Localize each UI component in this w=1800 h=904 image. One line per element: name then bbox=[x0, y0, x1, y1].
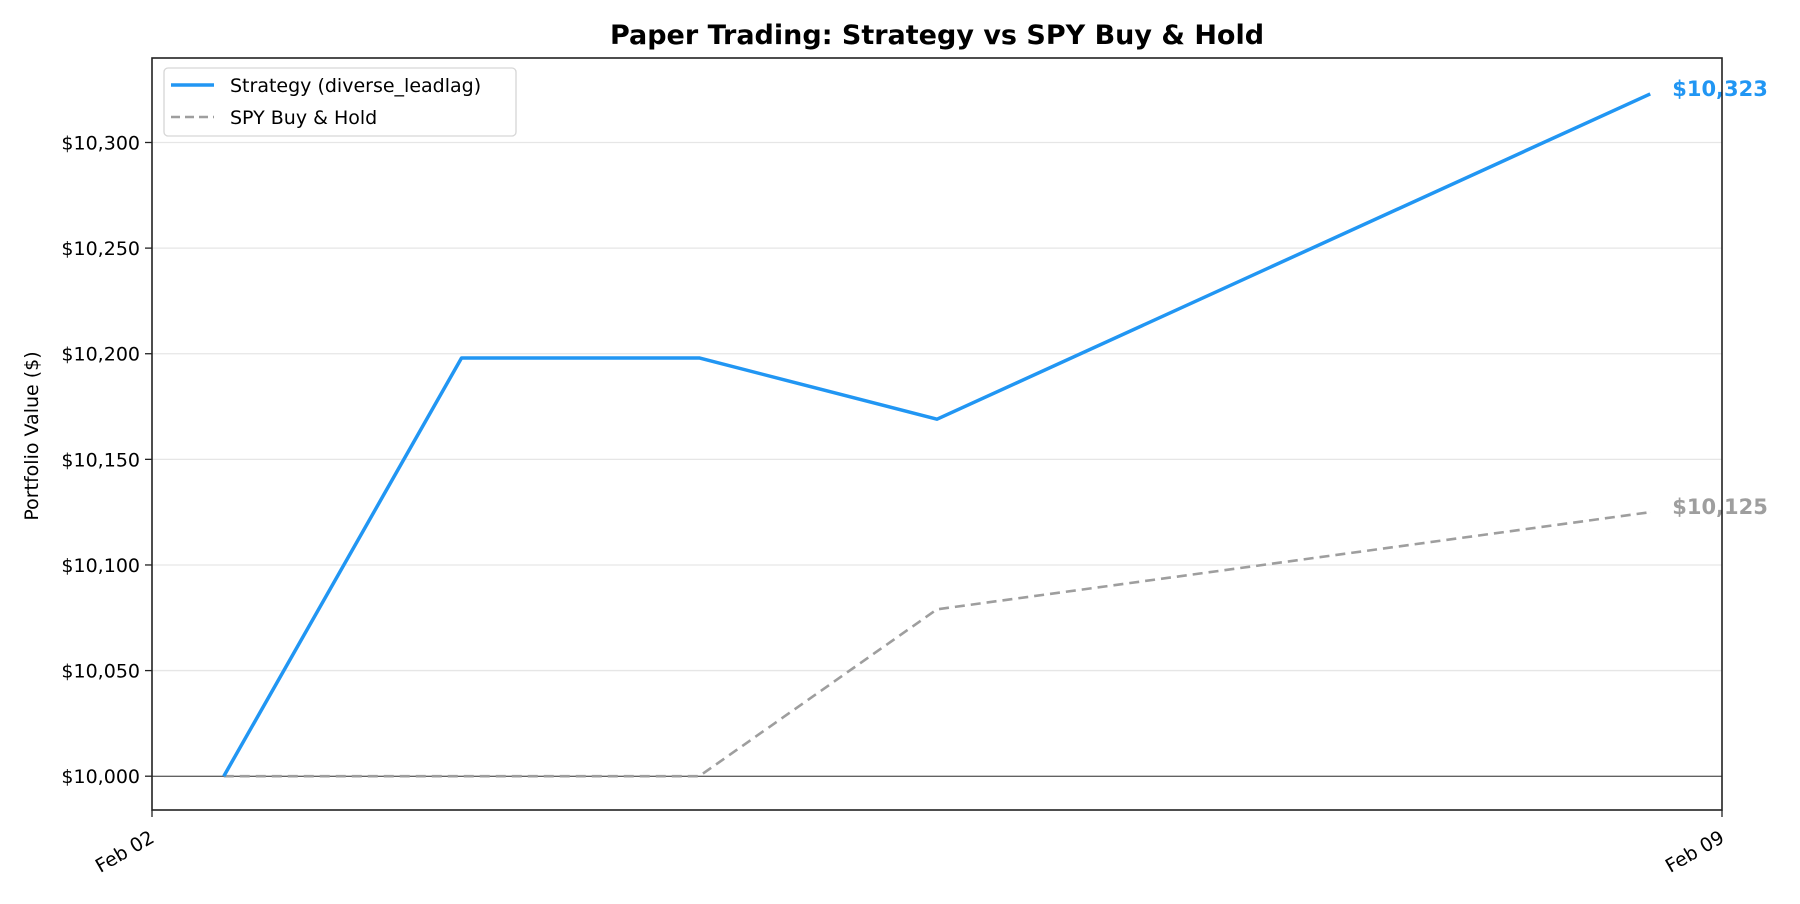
x-tick-label: Feb 02 bbox=[92, 826, 158, 877]
gridlines bbox=[152, 142, 1722, 776]
end-value-label: $10,323 bbox=[1672, 77, 1768, 101]
end-labels: $10,125 $10,323 bbox=[1672, 77, 1768, 519]
y-axis-label: Portfolio Value ($) bbox=[21, 351, 43, 520]
series-line-spy bbox=[224, 512, 1650, 776]
y-tick-label: $10,100 bbox=[61, 555, 140, 577]
end-value-label: $10,125 bbox=[1672, 495, 1768, 519]
y-tick-label: $10,300 bbox=[61, 132, 140, 154]
y-tick-label: $10,200 bbox=[61, 344, 140, 366]
y-ticks: $10,000 $10,050 $10,100 $10,150 $10,200 $10,2… bbox=[61, 132, 152, 788]
y-tick-label: $10,250 bbox=[61, 238, 140, 260]
x-ticks: Feb 02 Feb 09 bbox=[92, 810, 1728, 877]
series-lines bbox=[224, 94, 1651, 776]
legend-label-strategy: Strategy (diverse_leadlag) bbox=[230, 75, 481, 97]
plot-frame bbox=[152, 58, 1722, 810]
y-tick-label: $10,000 bbox=[61, 766, 140, 788]
y-tick-label: $10,150 bbox=[61, 449, 140, 471]
legend: Strategy (diverse_leadlag) SPY Buy & Hol… bbox=[164, 68, 516, 136]
y-tick-label: $10,050 bbox=[61, 661, 140, 683]
chart-title: Paper Trading: Strategy vs SPY Buy & Hol… bbox=[610, 20, 1264, 51]
legend-label-spy: SPY Buy & Hold bbox=[230, 107, 377, 129]
series-line-strategy bbox=[224, 94, 1650, 776]
x-tick-label: Feb 09 bbox=[1662, 826, 1728, 877]
